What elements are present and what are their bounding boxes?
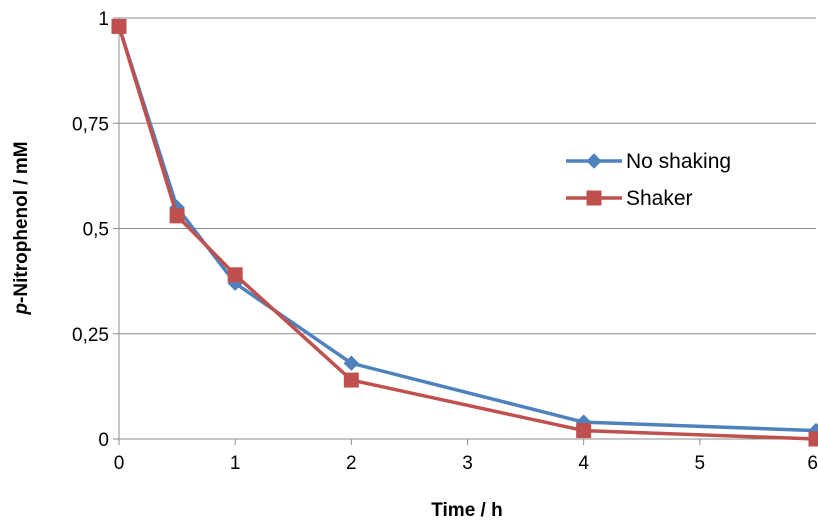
series-1-point-2 xyxy=(227,267,243,283)
legend: No shaking Shaker xyxy=(566,150,731,210)
legend-marker-1 xyxy=(586,190,602,206)
x-tick-label-2: 2 xyxy=(346,453,357,474)
series-1-point-1 xyxy=(169,208,185,224)
series-group xyxy=(111,18,818,447)
y-tick-label-0: 0 xyxy=(98,430,109,451)
gridlines xyxy=(119,17,816,335)
series-1-point-4 xyxy=(576,423,592,439)
series-0-point-3 xyxy=(343,355,360,371)
legend-label-1: Shaker xyxy=(626,187,693,210)
y-axis-title-rest: -Nitrophenol / mM xyxy=(11,141,32,302)
y-tick-label-1: 0,25 xyxy=(72,325,109,346)
y-tick-label-3: 0,75 xyxy=(72,114,109,135)
y-tick-label-2: 0,5 xyxy=(83,220,109,241)
series-1 xyxy=(111,18,818,447)
legend-marker-0 xyxy=(586,153,602,169)
y-tick-label-4: 1 xyxy=(98,9,109,30)
x-tick-label-1: 1 xyxy=(230,453,241,474)
legend-item-1: Shaker xyxy=(566,187,693,210)
axes xyxy=(113,17,817,445)
x-tick-label-5: 5 xyxy=(695,453,706,474)
series-1-point-3 xyxy=(343,372,359,388)
x-tick-label-4: 4 xyxy=(578,453,589,474)
y-axis-title: p-Nitrophenol / mM xyxy=(11,141,32,315)
series-1-point-0 xyxy=(111,18,127,34)
x-tick-label-3: 3 xyxy=(462,453,473,474)
y-axis-title-prefix: p xyxy=(11,303,32,316)
legend-item-0: No shaking xyxy=(566,150,731,173)
x-axis-title: Time / h xyxy=(431,500,502,521)
legend-label-0: No shaking xyxy=(626,150,731,173)
tick-labels: 0 0,25 0,5 0,75 1 0 1 2 3 4 5 6 xyxy=(72,9,818,474)
x-tick-label-0: 0 xyxy=(114,453,125,474)
series-line-1 xyxy=(117,25,817,441)
series-line-0 xyxy=(117,25,817,433)
series-1-point-5 xyxy=(808,431,818,447)
x-tick-label-6: 6 xyxy=(807,453,818,474)
